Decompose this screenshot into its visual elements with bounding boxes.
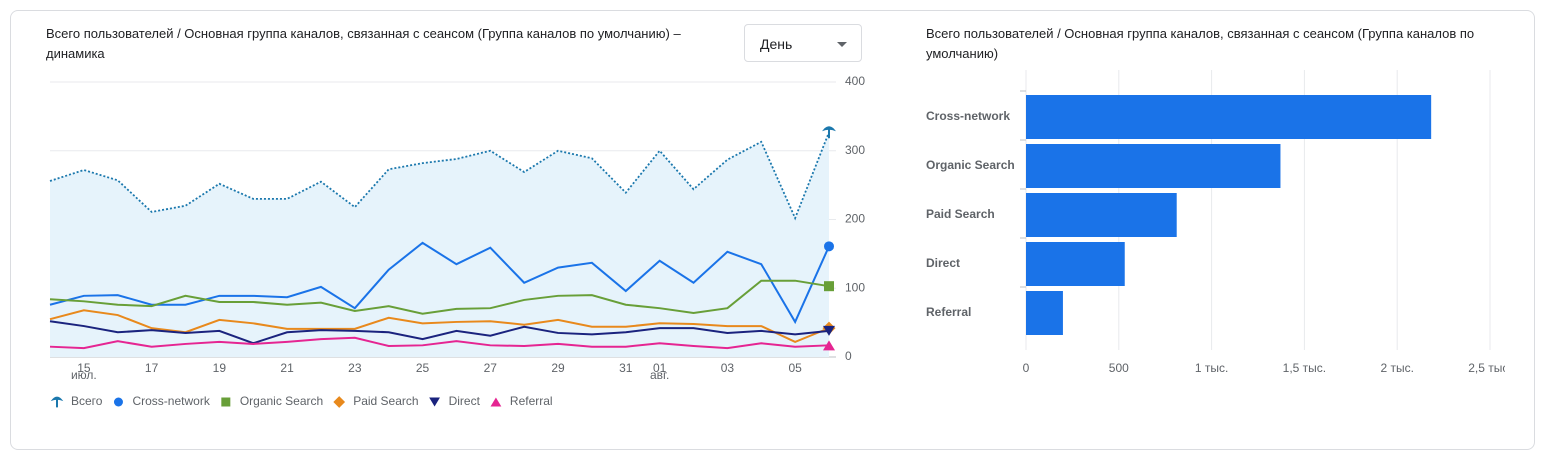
legend-marker [429,397,440,407]
x-tick-label: 01 [653,361,667,375]
y-tick-label: Cross-network [926,109,1010,123]
x-tick-label: 500 [1109,361,1129,375]
line-chart-title: Всего пользователей / Основная группа ка… [46,26,681,61]
y-tick-label: 400 [845,74,865,88]
bar-chart-title: Всего пользователей / Основная группа ка… [926,26,1475,61]
line [49,131,830,221]
x-tick-label: 27 [484,361,498,375]
legend-marker [221,397,231,407]
x-tick-label: 15 [77,361,91,375]
end-marker [823,325,835,336]
legend-marker [113,397,123,407]
end-marker [822,126,836,139]
legend-label: Cross-network [132,394,210,408]
y-tick-label: 0 [845,349,852,363]
x-tick-label: 25 [416,361,430,375]
y-tick-label: Referral [926,305,971,319]
x-tick-label: 1 тыс. [1195,361,1228,375]
y-tick-label: 200 [845,212,865,226]
y-tick-label: Paid Search [926,207,995,221]
line [49,279,830,315]
page: Всего пользователей / Основная группа ка… [10,10,1535,450]
x-month-label: авг. [650,368,669,382]
legend-marker [490,397,502,407]
x-tick-label: 2 тыс. [1380,361,1413,375]
x-tick-label: 05 [788,361,802,375]
y-tick-label: 300 [845,143,865,157]
x-tick-label: 1,5 тыс. [1283,361,1326,375]
legend-label: Paid Search [353,394,418,408]
legend-label: Всего [71,394,103,408]
legend-label: Organic Search [240,394,323,408]
bar [1026,193,1177,237]
x-tick-label: 03 [721,361,735,375]
x-tick-label: 23 [348,361,362,375]
legend-label: Direct [449,394,481,408]
x-tick-label: 2,5 тыс. [1468,361,1511,375]
y-tick-label: 100 [845,280,865,294]
x-month-label: июл. [71,368,97,382]
legend-label: Referral [510,394,553,408]
x-tick-label: 29 [551,361,565,375]
x-tick-label: 0 [1023,361,1030,375]
bar [1026,95,1432,139]
line [49,320,830,345]
bar [1026,144,1281,188]
x-tick-label: 17 [145,361,159,375]
period-dropdown[interactable]: День [744,24,862,62]
end-marker [824,241,834,252]
legend-marker [50,396,64,408]
bar [1026,242,1125,286]
area [50,132,829,357]
y-tick-label: Direct [926,256,960,270]
x-tick-label: 31 [619,361,633,375]
end-marker [823,340,835,351]
line [49,241,830,325]
legend-marker [333,396,346,408]
line [49,336,830,350]
end-marker [824,281,834,292]
x-tick-label: 21 [280,361,294,375]
y-tick-label: Organic Search [926,158,1015,172]
bar [1026,291,1063,335]
x-tick-label: 19 [213,361,227,375]
